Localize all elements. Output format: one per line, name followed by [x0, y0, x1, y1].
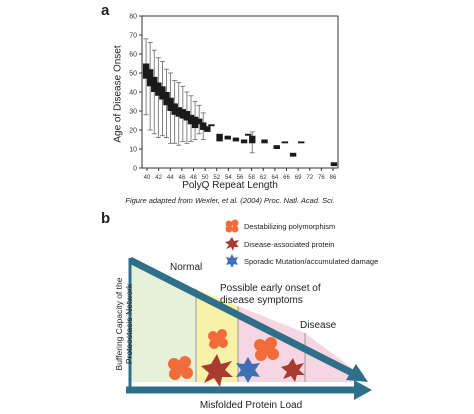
box	[249, 135, 256, 144]
blob-icon	[254, 337, 279, 361]
star-icon	[236, 357, 260, 383]
x-tick-label: 48	[190, 175, 197, 180]
box	[195, 118, 203, 125]
plot-frame	[141, 15, 339, 169]
x-tick-label: 40	[144, 175, 151, 180]
chart-ticks: 0 10 20 30 40 50 60 70 80 40 42 44 46 48 50 52 54 56 58 62 6…	[129, 14, 337, 181]
y-tick-label: 80	[129, 14, 137, 21]
x-tick-label: 58	[248, 175, 255, 180]
box	[187, 114, 195, 125]
y-tick-label: 50	[129, 71, 137, 78]
box	[289, 152, 297, 157]
proteostasis-diagram	[126, 219, 372, 400]
y-tick-label: 60	[129, 52, 137, 59]
panel-a-letter: a	[101, 2, 110, 19]
buffering-decline-arrowhead-icon	[346, 364, 368, 382]
panel-b-letter: b	[101, 210, 111, 227]
box	[200, 122, 207, 130]
diagram-y-axis-label: Buffering Capacity of the Proteostasis N…	[114, 277, 134, 371]
x-tick-label: 64	[272, 175, 279, 180]
x-tick-label: 72	[306, 175, 313, 180]
y-tick-label: 30	[129, 109, 137, 116]
box	[151, 76, 158, 92]
box	[179, 109, 187, 119]
box	[146, 69, 154, 87]
buffering-decline-arrow	[128, 256, 364, 382]
x-tick-label: 69	[295, 175, 302, 180]
starburst-icon	[201, 354, 233, 387]
legend-star-icon	[226, 254, 238, 268]
box	[216, 133, 223, 142]
legend-blob-icon	[225, 219, 239, 233]
box	[208, 124, 215, 127]
box	[163, 92, 170, 106]
blob-icon	[208, 329, 228, 349]
box	[167, 97, 174, 111]
box	[261, 139, 268, 144]
normal-zone	[130, 262, 196, 382]
normal-label: Normal	[170, 262, 203, 273]
y-tick-label: 70	[129, 33, 137, 40]
starburst-icon	[281, 358, 305, 382]
box	[142, 63, 150, 79]
chart-axes	[141, 15, 339, 169]
box	[244, 133, 252, 136]
box	[240, 139, 248, 144]
early-onset-label: Possible early onset of disease symptoms	[220, 283, 321, 306]
chart-x-axis-label: PolyQ Repeat Length	[182, 180, 278, 191]
x-tick-label: 56	[237, 175, 244, 180]
x-tick-label: 54	[225, 175, 232, 180]
box	[183, 111, 191, 121]
x-tick-label: 52	[213, 175, 220, 180]
disease-label: Disease	[300, 320, 337, 331]
blob-icon	[168, 356, 193, 380]
legend-starburst-icon	[225, 237, 239, 251]
box	[175, 107, 182, 117]
legend-label-destabilizing: Destabilizing polymorphism	[244, 222, 336, 231]
box	[298, 141, 305, 144]
diagram-x-axis-label: Misfolded Protein Load	[199, 400, 303, 411]
x-tick-label: 76	[318, 175, 325, 180]
x-tick-label: 46	[179, 175, 186, 180]
x-tick-label: 50	[202, 175, 209, 180]
box	[191, 116, 199, 129]
legend-label-sporadic: Sporadic Mutation/accumulated damage	[244, 257, 379, 266]
x-tick-label: 42	[155, 175, 162, 180]
x-tick-label: 86	[330, 175, 337, 180]
chart-boxes	[142, 38, 338, 167]
y-tick-label: 0	[133, 166, 137, 173]
y-tick-label: 40	[129, 90, 137, 97]
y-tick-label: 20	[129, 128, 137, 135]
box	[159, 86, 166, 100]
diagram-y-axis-label-wrap: Buffering Capacity of the Proteostasis N…	[112, 258, 136, 390]
box	[155, 82, 162, 96]
legend-label-disease-protein: Disease-associated protein	[244, 240, 335, 249]
x-tick-label: 66	[283, 175, 290, 180]
figure-caption: Figure adapted from Wexler, et al. (2004…	[125, 196, 335, 205]
box	[232, 137, 240, 142]
box	[281, 141, 289, 144]
box	[204, 126, 211, 132]
y-tick-label: 10	[129, 147, 137, 154]
box	[224, 135, 231, 140]
box	[330, 162, 338, 167]
x-axis-arrowhead-icon	[354, 380, 372, 400]
x-tick-label: 44	[167, 175, 174, 180]
box	[273, 145, 280, 149]
x-tick-label: 62	[260, 175, 267, 180]
age-onset-boxplot: 0 10 20 30 40 50 60 70 80 40 42 44 46 48 50 52 54 56 58 62 6…	[129, 14, 339, 181]
box	[171, 103, 178, 115]
